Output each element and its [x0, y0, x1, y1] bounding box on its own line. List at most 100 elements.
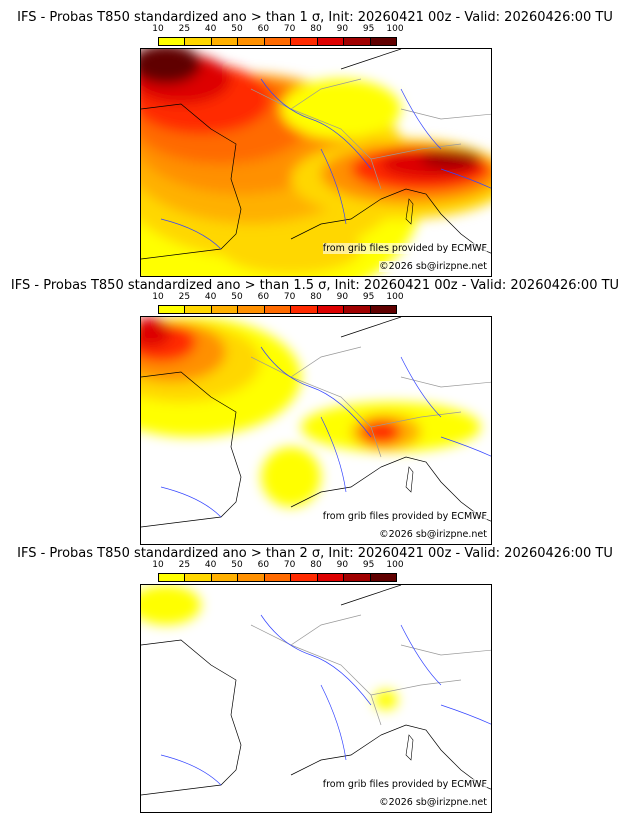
coastline: [141, 585, 491, 796]
map-title: IFS - Probas T850 standardized ano > tha…: [17, 546, 613, 561]
coastline: [141, 49, 491, 260]
copyright-credit: ©2026 sb@irizpne.net: [379, 797, 487, 808]
source-credit: from grib files provided by ECMWF: [322, 243, 487, 254]
copyright-credit: ©2026 sb@irizpne.net: [379, 529, 487, 540]
colorbar-tick: 95: [362, 24, 375, 34]
colorbar-tick: 70: [283, 560, 296, 570]
map-panel-sigma-1-5: IFS - Probas T850 standardized ano > tha…: [0, 268, 630, 545]
colorbar-tick: 25: [178, 560, 191, 570]
colorbar-tick: 100: [386, 292, 404, 302]
colorbar-tick: 95: [362, 292, 375, 302]
colorbar-tick: 25: [178, 292, 191, 302]
colorbar-tick: 40: [204, 292, 217, 302]
colorbar-cell: [238, 38, 265, 45]
colorbar-tick: 10: [152, 24, 164, 34]
borders: [250, 78, 491, 190]
colorbar-tick: 50: [231, 24, 243, 34]
colorbar-cell: [264, 574, 292, 581]
probability-map: from grib files provided by ECMWF ©2026 …: [140, 48, 492, 277]
rivers: [160, 78, 491, 250]
colorbar-tick: 80: [310, 24, 322, 34]
rivers: [160, 346, 491, 518]
colorbar-cell: [185, 574, 212, 581]
colorbar-cell: [159, 38, 186, 45]
colorbar-cell: [264, 306, 292, 313]
colorbar-tick: 95: [362, 560, 375, 570]
colorbar-tick: 70: [283, 292, 296, 302]
corsica: [405, 466, 414, 493]
rivers: [160, 614, 491, 786]
probability-area: [141, 585, 201, 625]
colorbar-ticks: 10 25 40 50 60 70 80 90 95 100: [152, 560, 403, 572]
colorbar-tick: 80: [310, 292, 322, 302]
map-panel-sigma-2: IFS - Probas T850 standardized ano > tha…: [0, 536, 630, 813]
colorbar-tick: 100: [386, 560, 404, 570]
colorbar-tick: 100: [386, 24, 404, 34]
map-canvas: [141, 49, 491, 276]
colorbar-cell: [185, 38, 212, 45]
colorbar-cell: [211, 574, 239, 581]
colorbar-cell: [159, 306, 186, 313]
colorbar-cell: [317, 38, 345, 45]
colorbar-cell: [317, 574, 345, 581]
colorbar: [158, 305, 397, 314]
probability-area: [141, 317, 171, 347]
colorbar-cell: [317, 306, 345, 313]
colorbar-cell: [238, 306, 265, 313]
probability-area: [221, 224, 361, 274]
colorbar-cell: [370, 574, 396, 581]
borders: [250, 346, 491, 458]
map-canvas: [141, 585, 491, 796]
map-title: IFS - Probas T850 standardized ano > tha…: [17, 10, 613, 25]
coastline: [141, 317, 491, 528]
map-title: IFS - Probas T850 standardized ano > tha…: [10, 278, 620, 293]
colorbar-tick: 90: [336, 560, 349, 570]
colorbar-tick: 90: [336, 24, 349, 34]
colorbar-cell: [370, 38, 396, 45]
colorbar-ticks: 10 25 40 50 60 70 80 90 95 100: [152, 24, 403, 36]
colorbar-cell: [185, 306, 212, 313]
colorbar-cell: [291, 306, 318, 313]
source-credit: from grib files provided by ECMWF: [322, 511, 487, 522]
colorbar-cell: [344, 38, 371, 45]
colorbar-cell: [159, 574, 186, 581]
colorbar-tick: 25: [178, 24, 191, 34]
colorbar-tick: 80: [310, 560, 322, 570]
colorbar-tick: 60: [257, 560, 270, 570]
probability-area: [361, 420, 401, 444]
colorbar-tick: 60: [257, 24, 270, 34]
colorbar-cell: [211, 38, 239, 45]
probability-area: [281, 79, 401, 139]
map-panel-sigma-1: IFS - Probas T850 standardized ano > tha…: [0, 0, 630, 277]
colorbar-cell: [264, 38, 292, 45]
colorbar-tick: 50: [231, 560, 243, 570]
colorbar-ticks: 10 25 40 50 60 70 80 90 95 100: [152, 292, 403, 304]
colorbar-tick: 50: [231, 292, 243, 302]
colorbar-tick: 60: [257, 292, 270, 302]
colorbar: [158, 573, 397, 582]
colorbar-cell: [291, 574, 318, 581]
probability-map: from grib files provided by ECMWF ©2026 …: [140, 316, 492, 545]
colorbar-tick: 10: [152, 292, 164, 302]
probability-area: [261, 447, 321, 507]
colorbar-cell: [344, 306, 371, 313]
source-credit: from grib files provided by ECMWF: [322, 779, 487, 790]
probability-area: [374, 690, 398, 710]
colorbar: [158, 37, 397, 46]
colorbar-tick: 90: [336, 292, 349, 302]
colorbar-cell: [238, 574, 265, 581]
colorbar-tick: 10: [152, 560, 164, 570]
colorbar-cell: [344, 574, 371, 581]
colorbar-cell: [370, 306, 396, 313]
colorbar-tick: 40: [204, 24, 217, 34]
corsica: [405, 198, 414, 225]
borders: [250, 614, 491, 726]
colorbar-tick: 40: [204, 560, 217, 570]
probability-map: from grib files provided by ECMWF ©2026 …: [140, 584, 492, 813]
copyright-credit: ©2026 sb@irizpne.net: [379, 261, 487, 272]
probability-area: [421, 149, 481, 169]
map-canvas: [141, 317, 491, 528]
probability-area: [141, 49, 201, 84]
corsica: [405, 734, 414, 761]
colorbar-cell: [291, 38, 318, 45]
